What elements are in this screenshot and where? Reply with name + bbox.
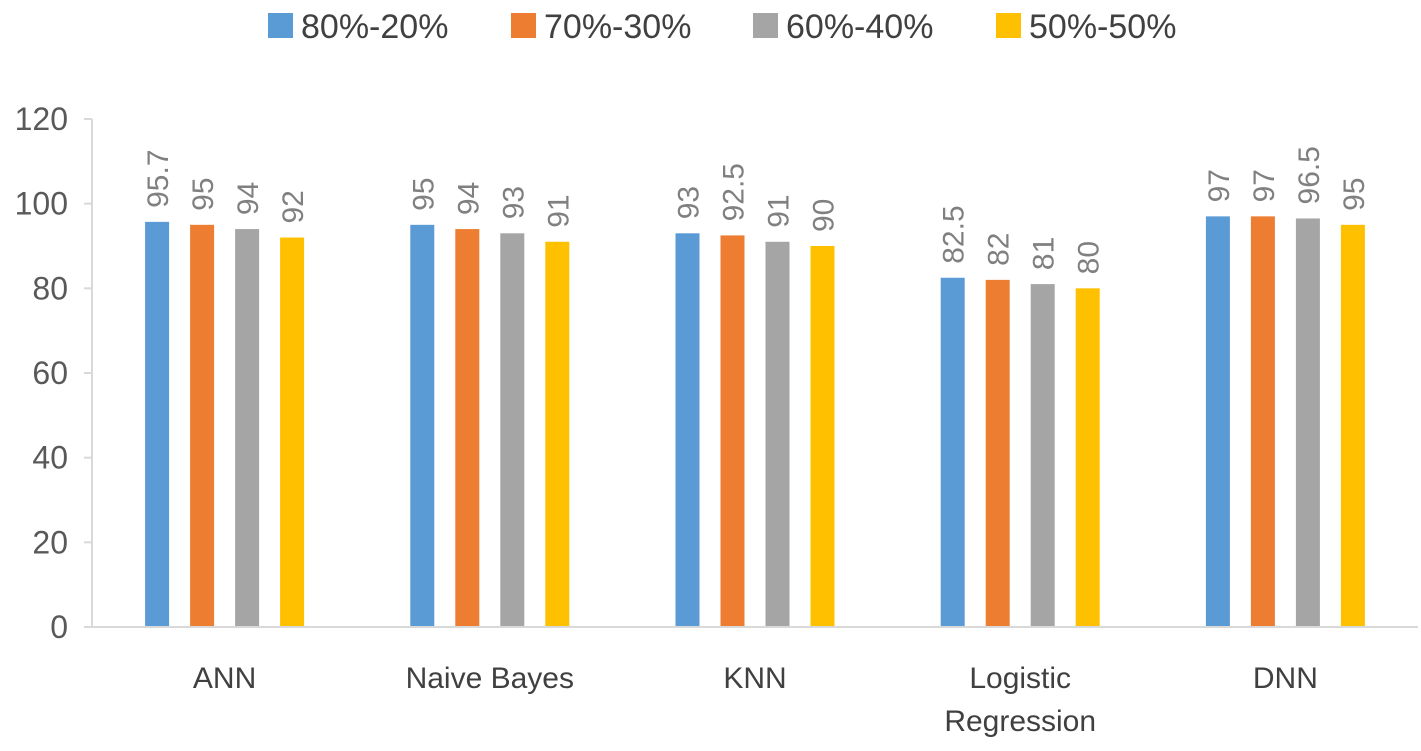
bar bbox=[765, 241, 790, 627]
x-category-label: ANN bbox=[193, 662, 256, 695]
data-label: 96.5 bbox=[1293, 146, 1326, 204]
y-tick-label: 80 bbox=[32, 270, 68, 306]
legend-item: 60%-40% bbox=[753, 8, 933, 46]
bar bbox=[190, 224, 215, 628]
legend-swatch bbox=[753, 13, 778, 38]
y-tick-label: 20 bbox=[32, 524, 68, 560]
legend-label: 70%-30% bbox=[544, 8, 691, 46]
x-axis: ANN Naive Bayes KNN Logistic Regression DNN bbox=[92, 626, 1418, 738]
bar bbox=[720, 235, 745, 627]
bar bbox=[410, 224, 435, 628]
legend-label: 80%-20% bbox=[301, 8, 448, 46]
data-label: 82 bbox=[983, 232, 1016, 265]
bar bbox=[500, 233, 525, 628]
legend-item: 70%-30% bbox=[511, 8, 691, 46]
bar bbox=[675, 233, 700, 628]
data-label: 94 bbox=[452, 182, 485, 215]
bar bbox=[1250, 216, 1275, 627]
legend-item: 50%-50% bbox=[996, 8, 1176, 46]
x-category-label: Naive Bayes bbox=[406, 662, 574, 695]
bar bbox=[1030, 284, 1055, 627]
bar bbox=[1295, 218, 1320, 627]
data-label: 91 bbox=[542, 194, 575, 227]
data-label: 90 bbox=[808, 199, 841, 232]
data-label: 93 bbox=[673, 186, 706, 219]
legend-swatch bbox=[996, 13, 1021, 38]
data-label: 97 bbox=[1203, 169, 1236, 202]
x-category-label: Logistic bbox=[969, 662, 1071, 695]
data-label: 92.5 bbox=[718, 163, 751, 221]
data-label: 95 bbox=[187, 177, 220, 210]
bar bbox=[1340, 224, 1365, 628]
x-category-label: DNN bbox=[1253, 662, 1318, 695]
bar bbox=[235, 229, 260, 628]
legend-item: 80%-20% bbox=[268, 8, 448, 46]
x-category-label: KNN bbox=[723, 662, 786, 695]
legend-label: 50%-50% bbox=[1029, 8, 1176, 46]
bar bbox=[280, 237, 305, 628]
y-tick-label: 40 bbox=[32, 440, 68, 476]
data-label: 91 bbox=[763, 194, 796, 227]
bar bbox=[455, 229, 480, 628]
bar bbox=[1075, 288, 1100, 627]
y-tick-label: 100 bbox=[15, 186, 68, 222]
data-label: 95 bbox=[1338, 177, 1371, 210]
legend-swatch bbox=[511, 13, 536, 38]
bar bbox=[545, 241, 570, 627]
data-label: 80 bbox=[1073, 241, 1106, 274]
data-label: 95.7 bbox=[142, 149, 175, 207]
legend-swatch bbox=[268, 13, 293, 38]
y-tick-label: 0 bbox=[50, 609, 68, 645]
data-label: 95 bbox=[407, 177, 440, 210]
data-label: 93 bbox=[497, 186, 530, 219]
data-label: 92 bbox=[277, 190, 310, 223]
bar bbox=[985, 279, 1010, 627]
y-axis: 0 20 40 60 80 100 120 bbox=[15, 101, 93, 645]
data-label: 97 bbox=[1248, 169, 1281, 202]
legend-label: 60%-40% bbox=[786, 8, 933, 46]
bar bbox=[810, 246, 835, 627]
data-label: 82.5 bbox=[938, 205, 971, 263]
data-label: 81 bbox=[1028, 237, 1061, 270]
bars bbox=[145, 216, 1365, 628]
legend: 80%-20% 70%-30% 60%-40% 50%-50% bbox=[268, 8, 1176, 46]
bar bbox=[145, 221, 170, 627]
data-labels: 95.7 95 94 92 95 94 93 91 93 92.5 91 90 82.5 82 81 80 97… bbox=[142, 146, 1371, 274]
data-label: 94 bbox=[232, 182, 265, 215]
y-tick-label: 120 bbox=[15, 101, 68, 137]
y-tick-label: 60 bbox=[32, 355, 68, 391]
bar bbox=[1205, 216, 1230, 627]
x-category-label: Regression bbox=[944, 705, 1096, 738]
bar bbox=[940, 277, 965, 627]
